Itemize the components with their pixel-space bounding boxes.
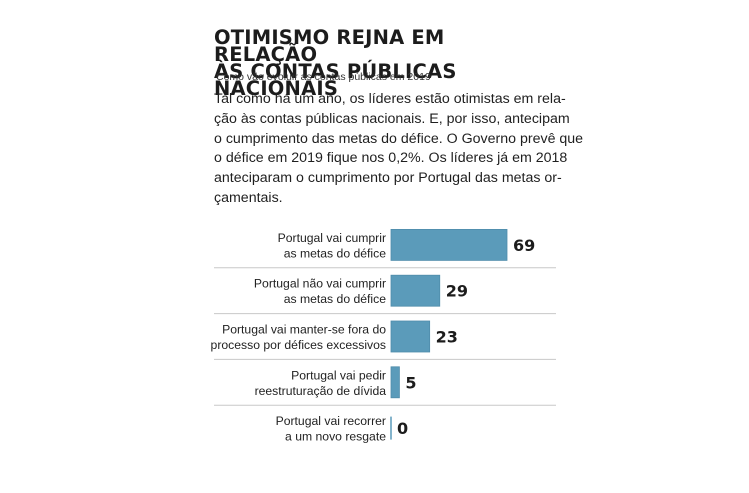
intro-line: ção às contas públicas nacionais. E, por… [214, 110, 570, 127]
category-label: Portugal vai pedir reestruturação de dívi… [255, 368, 387, 398]
value-label: 69 [513, 236, 535, 255]
bar [390, 274, 441, 307]
intro-line: çamentais. [214, 189, 283, 206]
category-label: Portugal vai recorrer a um novo resgate [276, 414, 387, 444]
category-label-line: Portugal vai pedir [291, 368, 386, 382]
intro-paragraph: Tal como há um ano, os líderes estão oti… [214, 90, 584, 209]
category-label: Portugal vai cumprir as metas do défice [278, 231, 387, 261]
value-label: 29 [446, 282, 468, 301]
intro-line: o cumprimento das metas do défice. O Gov… [214, 130, 584, 147]
intro-line: Tal como há um ano, os líderes estão oti… [214, 91, 566, 107]
category-label-line: Portugal vai manter-se fora do [222, 323, 386, 337]
intro-line: anteciparam o cumprimento por Portugal d… [214, 170, 562, 187]
category-label-line: as metas do défice [284, 246, 387, 260]
category-label-line: Portugal não vai cumprir [254, 277, 386, 291]
category-label: Portugal vai manter-se fora do processo p… [211, 323, 387, 353]
value-label: 5 [405, 373, 416, 392]
chart-title-line-1: Otimismo rejna em relação [214, 26, 445, 66]
bar [390, 366, 400, 399]
category-label-line: Portugal vai cumprir [278, 231, 386, 245]
chart-title-line-2: às contas públicas nacionais [214, 60, 457, 100]
intro-line: o défice em 2019 fique nos 0,2%. Os líde… [214, 150, 568, 167]
chart-subtitle: Como vão evoluir as contas públicas em 2… [216, 71, 431, 83]
bar [390, 320, 431, 353]
value-label: 23 [436, 328, 458, 347]
category-label-line: Portugal vai recorrer [276, 414, 386, 428]
value-label: 0 [397, 419, 408, 438]
chart-title: Otimismo rejna em relação às contas públ… [214, 26, 554, 100]
bar [390, 228, 508, 261]
category-label-line: a um novo resgate [285, 430, 386, 444]
category-label: Portugal não vai cumprir as metas do défi… [254, 277, 386, 307]
category-label-line: as metas do défice [284, 292, 387, 306]
category-label-line: reestruturação de dívida [255, 384, 387, 398]
category-label-line: processo por défices excessivos [211, 338, 386, 352]
